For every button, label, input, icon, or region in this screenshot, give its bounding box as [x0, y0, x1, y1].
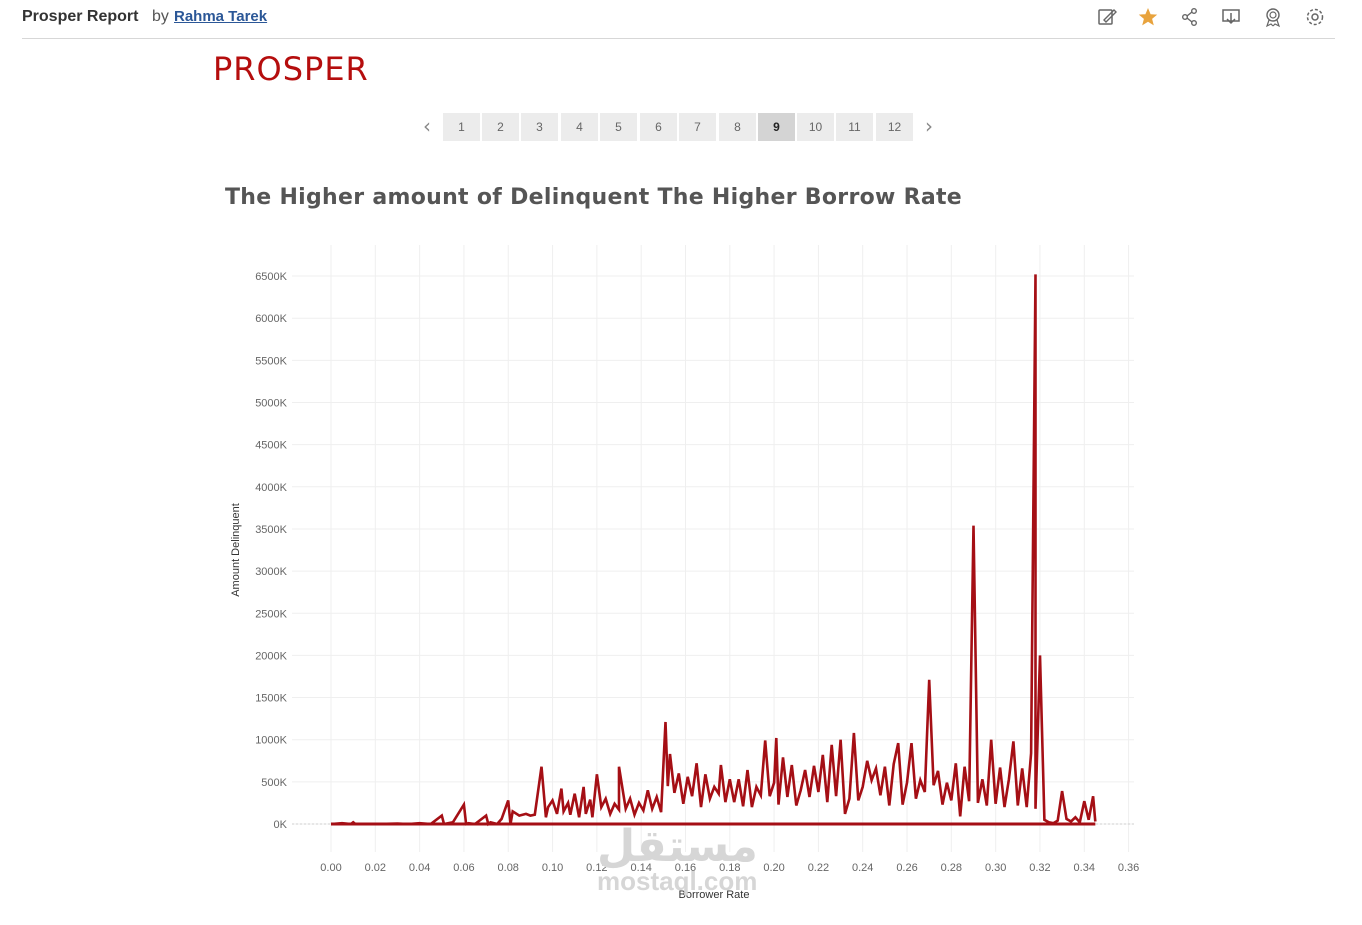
x-tick-label: 0.02	[365, 862, 386, 874]
chevron-left-icon[interactable]: ‹	[423, 114, 431, 138]
x-tick-label: 0.04	[409, 862, 430, 874]
x-tick-label: 0.32	[1029, 862, 1050, 874]
page-button[interactable]: 11	[836, 113, 873, 141]
edit-icon[interactable]	[1096, 6, 1118, 28]
y-tick-label: 2500K	[255, 608, 287, 620]
y-tick-label: 5000K	[255, 398, 287, 410]
chart-title: The Higher amount of Delinquent The High…	[225, 185, 963, 210]
x-tick-label: 0.36	[1118, 862, 1139, 874]
page-button[interactable]: 5	[600, 113, 637, 141]
page-button[interactable]: 6	[640, 113, 677, 141]
x-tick-label: 0.28	[941, 862, 962, 874]
page-button[interactable]: 1	[443, 113, 480, 141]
x-tick-label: 0.12	[586, 862, 607, 874]
page-button[interactable]: 4	[561, 113, 598, 141]
y-tick-label: 3500K	[255, 524, 287, 536]
x-tick-label: 0.20	[763, 862, 784, 874]
page-button[interactable]: 7	[679, 113, 716, 141]
page-button[interactable]: 3	[521, 113, 558, 141]
y-tick-label: 2000K	[255, 650, 287, 662]
y-tick-label: 5500K	[255, 355, 287, 367]
series-line	[330, 274, 1097, 827]
page-button-active[interactable]: 9	[758, 113, 795, 141]
star-icon[interactable]	[1137, 6, 1159, 28]
y-tick-label: 0K	[274, 819, 288, 831]
y-tick-label: 6500K	[255, 271, 287, 283]
x-tick-label: 0.34	[1074, 862, 1095, 874]
x-tick-label: 0.26	[896, 862, 917, 874]
download-icon[interactable]	[1220, 6, 1242, 28]
page-button[interactable]: 2	[482, 113, 519, 141]
x-tick-label: 0.16	[675, 862, 696, 874]
report-title: Prosper Report	[22, 8, 139, 25]
x-tick-label: 0.14	[630, 862, 651, 874]
y-tick-label: 1500K	[255, 693, 287, 705]
x-tick-label: 0.08	[498, 862, 519, 874]
by-label: by	[152, 8, 169, 25]
x-tick-label: 0.24	[852, 862, 873, 874]
top-bar: Prosper Report by Rahma Tarek	[22, 0, 1335, 39]
brand-title: PROSPER	[213, 50, 369, 88]
x-tick-label: 0.30	[985, 862, 1006, 874]
x-tick-label: 0.06	[453, 862, 474, 874]
page-button[interactable]: 8	[719, 113, 756, 141]
page-button[interactable]: 12	[876, 113, 913, 141]
x-tick-label: 0.00	[320, 862, 341, 874]
y-axis-label: Amount Delinquent	[230, 503, 242, 597]
settings-icon[interactable]	[1304, 6, 1326, 28]
y-tick-label: 1000K	[255, 735, 287, 747]
x-axis-label: Borrower Rate	[679, 889, 750, 901]
x-tick-label: 0.10	[542, 862, 563, 874]
x-tick-label: 0.18	[719, 862, 740, 874]
y-tick-label: 4000K	[255, 482, 287, 494]
y-tick-label: 4500K	[255, 440, 287, 452]
page-button[interactable]: 10	[797, 113, 834, 141]
award-icon[interactable]	[1262, 6, 1284, 28]
y-tick-label: 500K	[261, 777, 287, 789]
share-icon[interactable]	[1179, 6, 1201, 28]
chevron-right-icon[interactable]: ›	[925, 114, 933, 138]
y-tick-label: 3000K	[255, 566, 287, 578]
x-tick-label: 0.22	[808, 862, 829, 874]
y-tick-label: 6000K	[255, 313, 287, 325]
author-link[interactable]: Rahma Tarek	[174, 8, 268, 25]
